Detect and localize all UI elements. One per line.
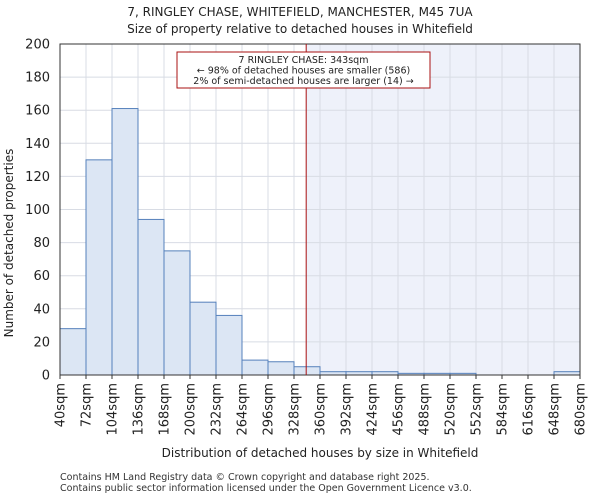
histogram-bar	[163, 250, 191, 376]
histogram-chart: 0 20 40 60 80 100 120 140 160 180 200 40sqm 72sqm 104…	[2, 38, 589, 461]
histogram-bar	[215, 314, 243, 376]
x-tick-label: 232sqm	[210, 383, 225, 436]
x-tick-label: 648sqm	[548, 383, 563, 436]
x-tick-label: 424sqm	[366, 383, 381, 436]
histogram-bar	[267, 361, 295, 376]
histogram-bar	[137, 218, 165, 376]
histogram-bar	[189, 301, 217, 376]
histogram-bar	[241, 359, 269, 376]
x-tick-label: 200sqm	[184, 383, 199, 436]
chart-subtitle: Size of property relative to detached ho…	[127, 22, 473, 36]
histogram-bar	[111, 108, 139, 376]
chart-title-block: 7, RINGLEY CHASE, WHITEFIELD, MANCHESTER…	[0, 4, 600, 38]
x-tick-label: 296sqm	[262, 383, 277, 436]
x-tick-label: 168sqm	[158, 383, 173, 436]
x-tick-label: 488sqm	[418, 383, 433, 436]
x-tick-label: 72sqm	[80, 383, 95, 427]
x-tick-label: 360sqm	[314, 383, 329, 436]
x-axis-label: Distribution of detached houses by size …	[162, 446, 479, 460]
y-tick-label: 20	[33, 335, 50, 350]
y-axis-label: Number of detached properties	[2, 149, 16, 338]
y-tick-label: 0	[42, 369, 50, 384]
annotation-line: ← 98% of detached houses are smaller (58…	[197, 66, 410, 77]
y-tick-label: 140	[25, 137, 50, 152]
y-tick-label: 100	[25, 203, 50, 218]
y-tick-label: 160	[25, 104, 50, 119]
histogram-bar	[293, 366, 321, 376]
x-tick-label: 104sqm	[106, 383, 121, 436]
x-tick-label: 40sqm	[54, 383, 69, 427]
attribution-footer: Contains HM Land Registry data © Crown c…	[60, 472, 472, 494]
y-tick-label: 120	[25, 170, 50, 185]
x-tick-label: 392sqm	[340, 383, 355, 436]
x-tick-label: 328sqm	[288, 383, 303, 436]
x-tick-label: 552sqm	[470, 383, 485, 436]
y-tick-label: 80	[33, 236, 50, 251]
y-tick-label: 180	[25, 71, 50, 86]
x-tick-label: 136sqm	[132, 383, 147, 436]
y-tick-label: 40	[33, 302, 50, 317]
y-tick-label: 60	[33, 269, 50, 284]
x-tick-label: 520sqm	[444, 383, 459, 436]
attribution-line-1: Contains HM Land Registry data © Crown c…	[60, 472, 430, 483]
histogram-bar	[85, 159, 113, 376]
x-tick-label: 584sqm	[496, 383, 511, 436]
annotation-line: 7 RINGLEY CHASE: 343sqm	[239, 55, 369, 66]
annotation-box	[176, 51, 431, 89]
x-tick-label: 456sqm	[392, 383, 407, 436]
x-tick-label: 264sqm	[236, 383, 251, 436]
x-tick-label: 680sqm	[574, 383, 589, 436]
histogram-bar	[59, 328, 87, 376]
attribution-line-2: Contains public sector information licen…	[60, 483, 472, 494]
x-tick-label: 616sqm	[522, 383, 537, 436]
y-tick-label: 200	[25, 38, 50, 53]
chart-title: 7, RINGLEY CHASE, WHITEFIELD, MANCHESTER…	[127, 5, 473, 19]
annotation-line: 2% of semi-detached houses are larger (1…	[193, 76, 413, 87]
